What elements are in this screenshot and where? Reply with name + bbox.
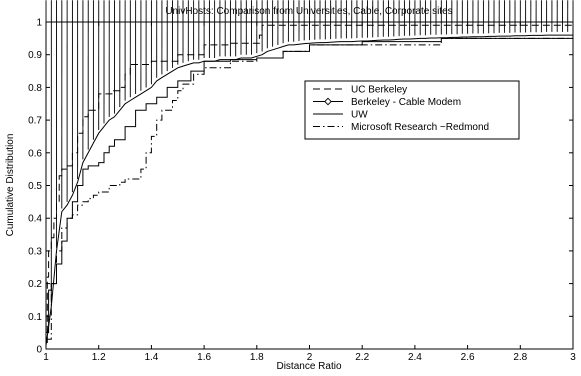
y-axis-label: Cumulative Distribution bbox=[5, 134, 16, 237]
x-tick-label: 1.8 bbox=[250, 352, 264, 363]
x-tick-label: 3 bbox=[570, 352, 576, 363]
y-tick-label: 0.6 bbox=[28, 148, 42, 159]
plot-area: 1 1.2 1.4 1.6 1.8 2 2.2 2.4 2.6 2.8 3 0 0.1 0.2 0.3 0.4… bbox=[28, 0, 576, 363]
y-tick-label: 0.3 bbox=[28, 246, 42, 257]
x-tick-label: 1.4 bbox=[144, 352, 158, 363]
legend-label: Berkeley - Cable Modem bbox=[351, 97, 461, 108]
legend-label: UW bbox=[351, 110, 368, 121]
x-tick-label: 2.8 bbox=[513, 352, 527, 363]
y-tick-label: 0.7 bbox=[28, 116, 42, 127]
y-tick-label: 0.1 bbox=[28, 312, 42, 323]
x-tick-label: 1.6 bbox=[197, 352, 211, 363]
y-tick-label: 0.8 bbox=[28, 83, 42, 94]
x-tick-label: 1.2 bbox=[92, 352, 106, 363]
legend-label: Microsoft Research −Redmond bbox=[351, 122, 489, 133]
x-tick-label: 1 bbox=[43, 352, 49, 363]
y-tick-label: 0.5 bbox=[28, 181, 42, 192]
y-tick-label: 0.4 bbox=[28, 214, 42, 225]
series-1 bbox=[46, 0, 573, 346]
x-tick-label: 2.4 bbox=[408, 352, 422, 363]
y-tick-label: 0.9 bbox=[28, 50, 42, 61]
legend-label: UC Berkeley bbox=[351, 85, 407, 96]
x-tick-label: 2.6 bbox=[461, 352, 475, 363]
x-tick-label: 2.2 bbox=[355, 352, 369, 363]
y-tick-label: 1 bbox=[36, 18, 42, 29]
x-tick-label: 2 bbox=[307, 352, 313, 363]
y-tick-label: 0 bbox=[36, 345, 42, 356]
y-tick-label: 0.2 bbox=[28, 279, 42, 290]
